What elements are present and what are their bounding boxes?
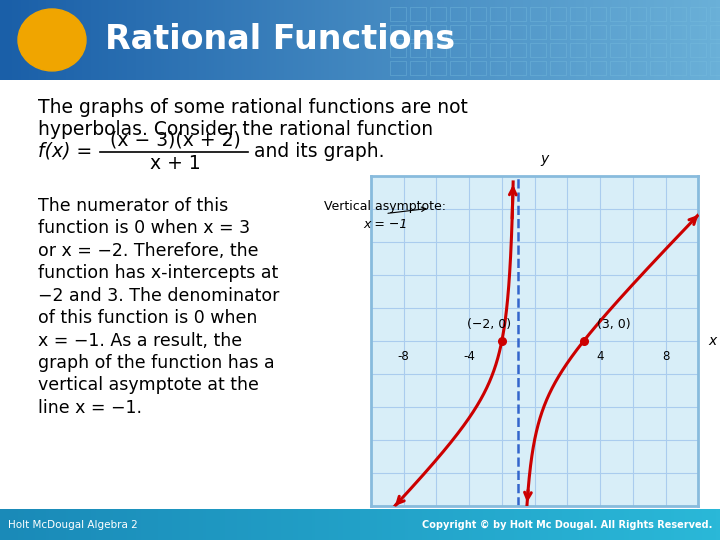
Text: 4: 4 — [596, 350, 604, 363]
Bar — [630, 7, 646, 21]
Text: −2 and 3. The denominator: −2 and 3. The denominator — [38, 287, 279, 305]
Bar — [390, 7, 406, 21]
Text: vertical asymptote at the: vertical asymptote at the — [38, 376, 259, 394]
Text: Rational Functions: Rational Functions — [105, 23, 455, 57]
Bar — [390, 43, 406, 57]
Bar — [590, 43, 606, 57]
Bar — [670, 7, 686, 21]
Bar — [570, 43, 586, 57]
Bar — [690, 25, 706, 39]
Bar — [570, 61, 586, 75]
Bar — [450, 7, 466, 21]
Text: or x = −2. Therefore, the: or x = −2. Therefore, the — [38, 242, 258, 260]
Bar — [430, 61, 446, 75]
Bar — [390, 61, 406, 75]
Text: hyperbolas. Consider the rational function: hyperbolas. Consider the rational functi… — [38, 120, 433, 139]
Text: function has x-intercepts at: function has x-intercepts at — [38, 264, 278, 282]
Bar — [530, 25, 546, 39]
Text: Vertical asymptote:: Vertical asymptote: — [324, 200, 446, 213]
Bar — [450, 25, 466, 39]
Bar — [650, 43, 666, 57]
Bar — [550, 7, 566, 21]
Bar — [490, 61, 506, 75]
Text: -8: -8 — [397, 350, 410, 363]
Bar — [710, 7, 720, 21]
Bar — [610, 7, 626, 21]
Bar — [510, 25, 526, 39]
Bar — [410, 25, 426, 39]
Bar — [570, 25, 586, 39]
Text: $y$: $y$ — [539, 153, 550, 167]
Bar — [490, 7, 506, 21]
Bar — [410, 7, 426, 21]
Bar — [610, 61, 626, 75]
Bar — [650, 61, 666, 75]
Bar — [630, 25, 646, 39]
Bar — [710, 43, 720, 57]
Text: $x$: $x$ — [708, 334, 719, 348]
Bar — [650, 7, 666, 21]
Bar — [670, 43, 686, 57]
Bar — [510, 7, 526, 21]
Bar — [550, 61, 566, 75]
Bar — [470, 43, 486, 57]
Text: The graphs of some rational functions are not: The graphs of some rational functions ar… — [38, 98, 468, 117]
Bar — [590, 7, 606, 21]
Bar — [610, 25, 626, 39]
Text: function is 0 when x = 3: function is 0 when x = 3 — [38, 219, 250, 238]
Bar — [490, 25, 506, 39]
Bar — [570, 7, 586, 21]
Bar — [590, 25, 606, 39]
Bar — [410, 43, 426, 57]
Bar — [390, 25, 406, 39]
Text: -4: -4 — [463, 350, 475, 363]
Bar — [590, 61, 606, 75]
Bar — [550, 43, 566, 57]
Text: and its graph.: and its graph. — [254, 142, 384, 161]
Text: (x − 3)(x + 2): (x − 3)(x + 2) — [109, 131, 240, 150]
Text: (−2, 0): (−2, 0) — [467, 318, 510, 331]
Bar — [690, 43, 706, 57]
Bar — [610, 43, 626, 57]
Bar — [630, 61, 646, 75]
Bar — [510, 43, 526, 57]
Bar — [670, 61, 686, 75]
Bar — [450, 61, 466, 75]
Bar — [650, 25, 666, 39]
Bar — [530, 43, 546, 57]
Text: The numerator of this: The numerator of this — [38, 197, 228, 215]
Bar — [510, 61, 526, 75]
Bar — [470, 25, 486, 39]
Bar — [490, 43, 506, 57]
Text: 8: 8 — [662, 350, 670, 363]
Bar — [470, 61, 486, 75]
Bar — [710, 61, 720, 75]
Bar — [410, 61, 426, 75]
Bar — [690, 7, 706, 21]
Bar — [630, 43, 646, 57]
Bar — [470, 7, 486, 21]
Text: of this function is 0 when: of this function is 0 when — [38, 309, 257, 327]
Bar — [530, 7, 546, 21]
Text: x = −1: x = −1 — [363, 218, 408, 231]
Bar — [430, 25, 446, 39]
Bar — [530, 61, 546, 75]
Bar — [670, 25, 686, 39]
Bar — [550, 25, 566, 39]
Bar — [710, 25, 720, 39]
Text: f(x) =: f(x) = — [38, 142, 92, 161]
Bar — [430, 43, 446, 57]
Bar — [690, 61, 706, 75]
Text: line x = −1.: line x = −1. — [38, 399, 142, 417]
Text: graph of the function has a: graph of the function has a — [38, 354, 274, 372]
Bar — [450, 43, 466, 57]
Bar — [430, 7, 446, 21]
Text: x + 1: x + 1 — [150, 154, 200, 173]
Text: Copyright © by Holt Mc Dougal. All Rights Reserved.: Copyright © by Holt Mc Dougal. All Right… — [422, 520, 712, 530]
Text: x = −1. As a result, the: x = −1. As a result, the — [38, 332, 242, 349]
Ellipse shape — [18, 9, 86, 71]
Text: Holt McDougal Algebra 2: Holt McDougal Algebra 2 — [8, 520, 138, 530]
Text: (3, 0): (3, 0) — [597, 318, 631, 331]
